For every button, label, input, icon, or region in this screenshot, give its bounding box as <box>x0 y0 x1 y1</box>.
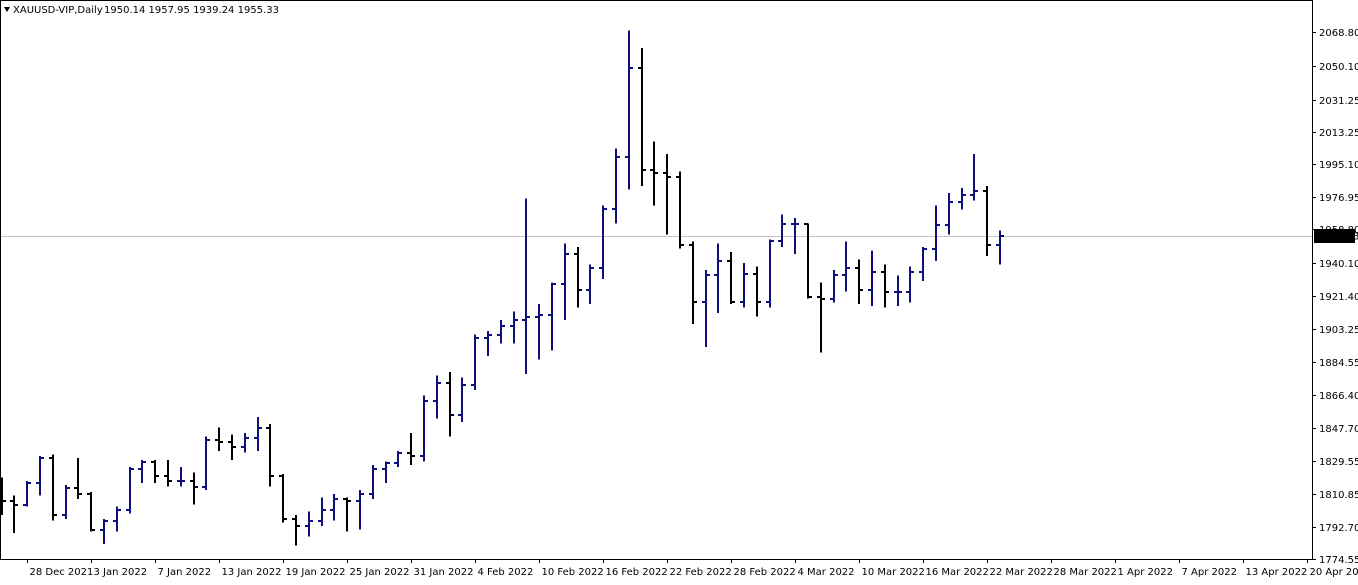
x-tick-label: 28 Mar 2022 <box>1054 567 1117 578</box>
x-tick-label: 22 Feb 2022 <box>670 567 732 578</box>
x-tick-label: 13 Jan 2022 <box>222 567 282 578</box>
x-tick-label: 10 Mar 2022 <box>862 567 925 578</box>
y-tick-label: 1995.10 <box>1319 160 1358 171</box>
y-tick-label: 1792.70 <box>1319 523 1358 534</box>
y-tick-label: 1976.95 <box>1319 193 1358 204</box>
x-tick-label: 16 Mar 2022 <box>926 567 989 578</box>
x-tick-label: 4 Feb 2022 <box>478 567 534 578</box>
x-tick-label: 10 Feb 2022 <box>542 567 604 578</box>
y-tick-label: 2031.25 <box>1319 96 1358 107</box>
y-tick-label: 2050.10 <box>1319 62 1358 73</box>
x-tick-label: 7 Jan 2022 <box>158 567 212 578</box>
y-tick-label: 1774.55 <box>1319 555 1358 566</box>
y-tick-label: 1829.55 <box>1319 457 1358 468</box>
ohlc-values: 1950.14 1957.95 1939.24 1955.33 <box>104 5 279 16</box>
y-tick-label: 1940.10 <box>1319 259 1358 270</box>
current-price-label: 1955.33 <box>1318 232 1358 243</box>
y-tick-label: 1903.25 <box>1319 325 1358 336</box>
x-tick-label: 19 Jan 2022 <box>286 567 346 578</box>
x-tick-label: 22 Mar 2022 <box>990 567 1053 578</box>
x-tick-label: 28 Feb 2022 <box>734 567 796 578</box>
current-price-marker: 1955.33 <box>1314 229 1358 243</box>
x-tick-label: 7 Apr 2022 <box>1182 567 1237 578</box>
x-tick-label: 28 Dec 2021 <box>30 567 94 578</box>
x-tick-label: 16 Feb 2022 <box>606 567 668 578</box>
x-tick-label: 25 Jan 2022 <box>350 567 410 578</box>
x-tick-label: 4 Mar 2022 <box>798 567 855 578</box>
x-tick-label: 1 Apr 2022 <box>1118 567 1173 578</box>
x-tick-label: 31 Jan 2022 <box>414 567 474 578</box>
y-tick-label: 1847.70 <box>1319 424 1358 435</box>
y-tick-label: 1810.85 <box>1319 490 1358 501</box>
symbol-title: XAUUSD-VIP,Daily <box>13 5 103 16</box>
chart-header: XAUUSD-VIP,Daily 1950.14 1957.95 1939.24… <box>4 5 279 16</box>
y-tick-label: 1866.40 <box>1319 391 1358 402</box>
y-tick-label: 2013.25 <box>1319 128 1358 139</box>
y-tick-label: 1921.40 <box>1319 292 1358 303</box>
y-tick-label: 2068.80 <box>1319 28 1358 39</box>
x-tick-label: 20 Apr 2022 <box>1310 567 1358 578</box>
x-tick-label: 3 Jan 2022 <box>94 567 148 578</box>
x-tick-label: 13 Apr 2022 <box>1246 567 1308 578</box>
y-tick-label: 1884.55 <box>1319 358 1358 369</box>
